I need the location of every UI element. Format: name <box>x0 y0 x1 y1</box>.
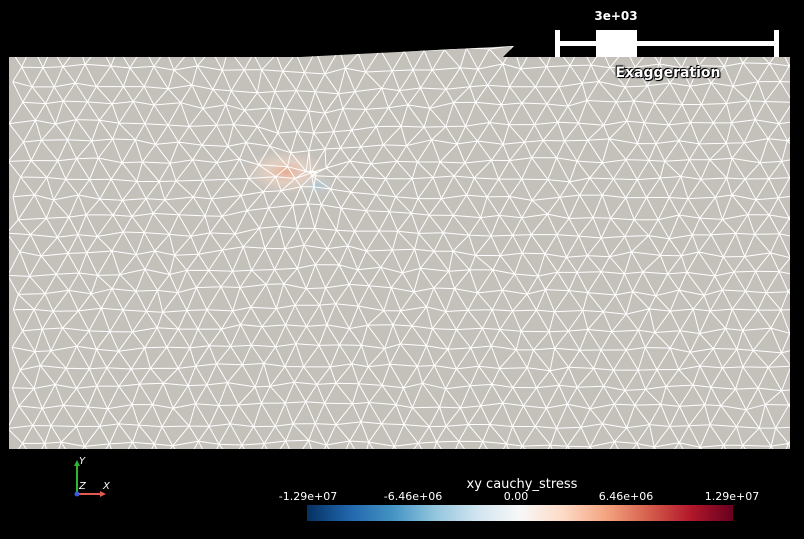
colorbar-tick-label: 0.00 <box>503 490 529 503</box>
mesh-body <box>9 46 790 449</box>
orientation-axes-icon <box>74 460 106 497</box>
axis-y-label: Y <box>79 456 86 467</box>
colorbar-tick-label: 1.29e+07 <box>704 490 760 503</box>
colorbar-tick-label: -6.46e+06 <box>383 490 443 503</box>
stress-concentration-negative <box>302 176 334 196</box>
axis-z-label: Z <box>79 481 86 492</box>
axis-x-label: X <box>103 481 110 492</box>
exaggeration-label: Exaggeration <box>615 65 721 81</box>
colorbar <box>307 505 733 521</box>
slider-left-cap <box>555 30 560 57</box>
exaggeration-slider-track[interactable] <box>557 41 777 46</box>
exaggeration-slider-handle[interactable] <box>596 30 637 57</box>
slider-right-cap <box>774 30 779 57</box>
colorbar-title: xy cauchy_stress <box>466 477 578 492</box>
colorbar-tick-label: 6.46e+06 <box>598 490 654 503</box>
exaggeration-value: 3e+03 <box>594 9 638 23</box>
colorbar-tick-label: -1.29e+07 <box>278 490 338 503</box>
orientation-axes: Y Z X <box>70 456 120 498</box>
